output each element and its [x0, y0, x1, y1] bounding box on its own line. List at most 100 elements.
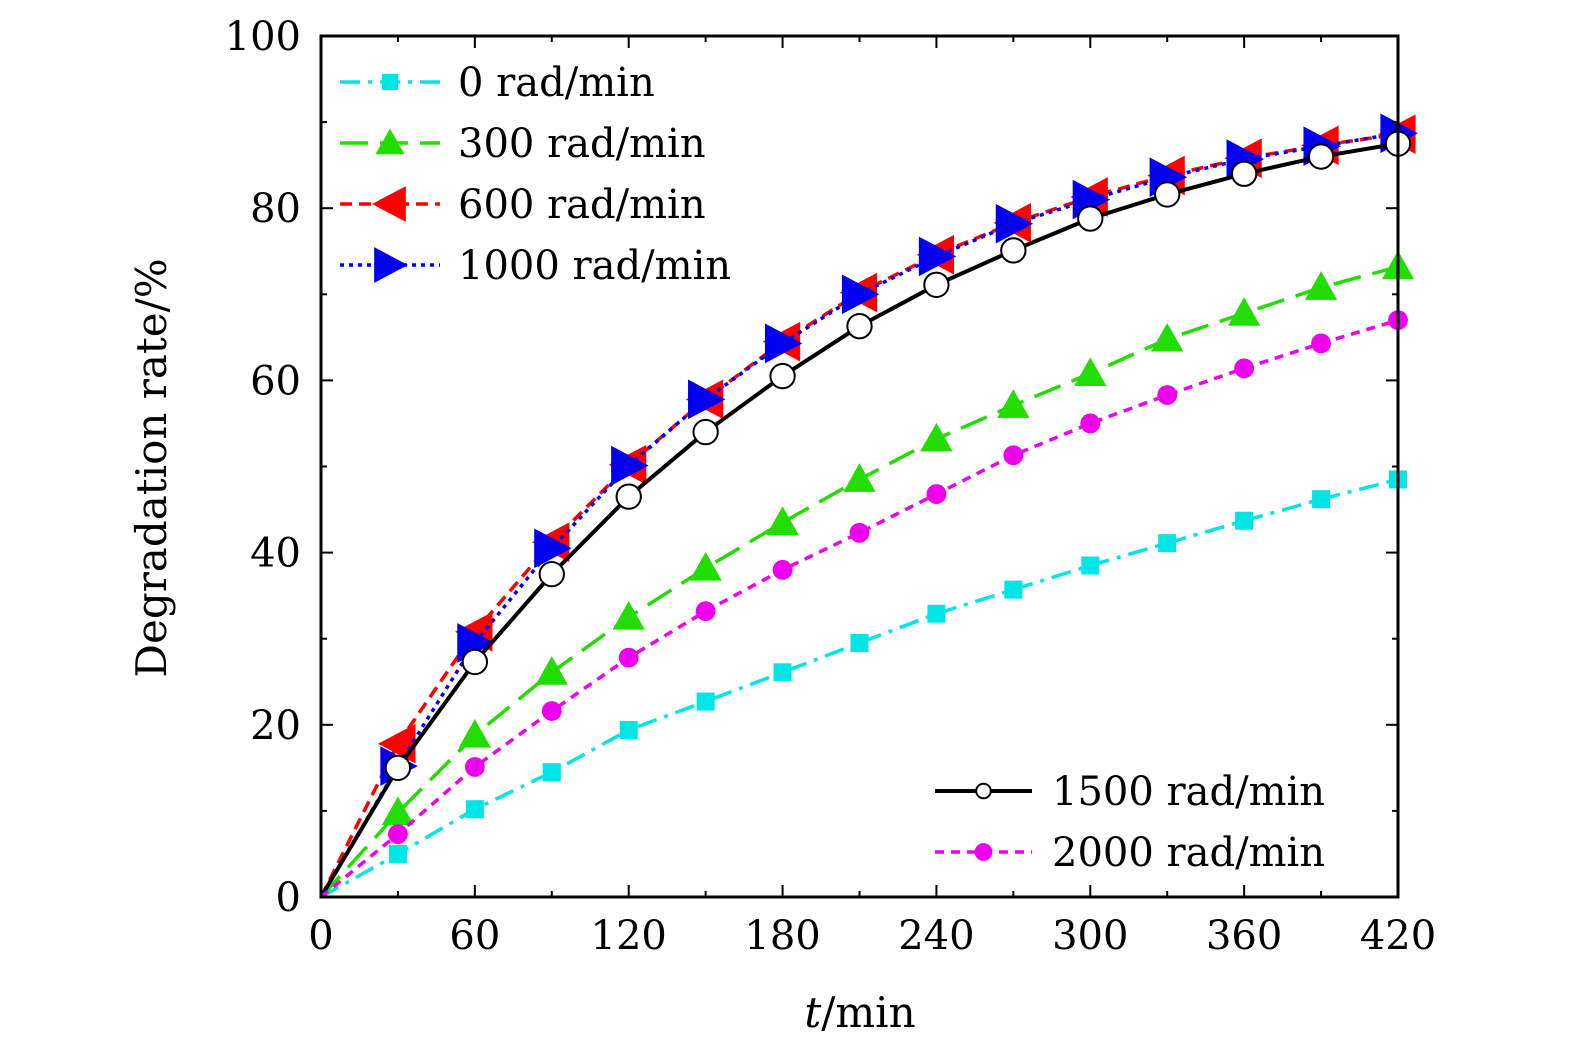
x-tick-label: 240	[898, 913, 974, 959]
svg-text:t/min: t/min	[804, 988, 915, 1037]
data-point	[1234, 358, 1255, 379]
data-point	[766, 506, 799, 535]
x-tick-label: 180	[744, 913, 820, 959]
data-point	[1000, 237, 1027, 264]
x-axis-title: t/min	[804, 988, 915, 1037]
legend-marker	[381, 73, 399, 91]
data-point	[538, 560, 565, 588]
legend-entry: 0 rad/min	[340, 60, 655, 106]
data-point	[695, 601, 716, 622]
y-tick-label: 80	[250, 186, 301, 232]
data-point	[535, 656, 568, 685]
data-point	[689, 551, 722, 581]
data-point	[465, 800, 484, 819]
data-point	[995, 203, 1034, 244]
series-line	[319, 318, 1399, 899]
data-point	[461, 648, 489, 676]
x-tick-label: 60	[449, 913, 500, 959]
y-tick-label: 20	[250, 703, 301, 749]
data-point	[696, 692, 715, 711]
data-point	[920, 422, 953, 452]
data-point	[769, 362, 796, 390]
x-tick-label: 0	[308, 913, 333, 959]
legend-label: 0 rad/min	[458, 60, 655, 106]
x-axis-variable: t	[804, 988, 821, 1037]
series-4	[319, 130, 1412, 899]
legend-top-left: 0 rad/min 300 rad/min 600 rad/min 1000 rad/…	[340, 60, 731, 289]
data-point	[926, 484, 947, 504]
data-point	[381, 796, 415, 826]
x-tick-label: 120	[591, 913, 667, 959]
x-axis-unit: /min	[821, 988, 915, 1037]
data-point	[1074, 357, 1107, 386]
data-point	[846, 312, 873, 340]
data-point	[764, 323, 803, 364]
data-point	[1235, 511, 1254, 530]
data-point	[541, 701, 562, 721]
data-point	[542, 763, 561, 782]
y-tick-label: 0	[276, 875, 301, 921]
legend-marker	[974, 843, 993, 861]
legend-entry: 600 rad/min	[340, 182, 706, 228]
legend-label: 2000 rad/min	[1052, 830, 1325, 876]
data-point	[1077, 205, 1104, 232]
legend-marker	[374, 247, 408, 283]
legend-marker	[372, 186, 406, 222]
data-point	[841, 274, 880, 315]
legend-bottom-right: 1500 rad/min 2000 rad/min	[935, 769, 1325, 876]
data-point	[1311, 333, 1331, 354]
data-point	[1157, 385, 1178, 405]
data-point	[1080, 413, 1101, 434]
data-point	[843, 463, 876, 492]
data-point	[1230, 160, 1258, 187]
x-tick-label: 300	[1052, 913, 1128, 959]
data-point	[918, 236, 957, 277]
data-point	[1004, 580, 1023, 599]
data-point	[1151, 322, 1184, 352]
data-point	[1154, 181, 1181, 208]
ticks-layer: 0 60 120 180 240 300 360 420 0 20 40 60 80 100	[225, 14, 1437, 959]
data-point	[1228, 297, 1261, 326]
series-layer	[319, 113, 1418, 899]
legend-label: 600 rad/min	[458, 182, 706, 228]
data-point	[773, 663, 792, 682]
data-point	[612, 601, 645, 630]
data-point	[923, 271, 950, 298]
data-point	[1158, 534, 1177, 553]
x-tick-label: 420	[1360, 913, 1436, 959]
y-tick-label: 40	[250, 531, 301, 577]
data-point	[1304, 271, 1338, 300]
data-point	[1307, 143, 1335, 170]
data-point	[458, 719, 491, 748]
series-0	[320, 470, 1407, 899]
legend-entry: 300 rad/min	[340, 121, 706, 167]
series-5	[319, 310, 1408, 899]
legend-entry: 2000 rad/min	[935, 830, 1325, 876]
data-point	[850, 634, 869, 653]
data-point	[927, 604, 946, 623]
data-point	[615, 483, 642, 510]
data-point	[619, 720, 638, 739]
legend-label: 1500 rad/min	[1052, 769, 1325, 815]
data-point	[1312, 490, 1331, 509]
legend-entry: 1000 rad/min	[340, 243, 731, 289]
data-point	[388, 844, 407, 863]
y-tick-label: 100	[225, 14, 301, 60]
legend-marker	[375, 128, 405, 155]
legend-marker	[975, 782, 992, 800]
legend-entry: 1500 rad/min	[935, 769, 1325, 815]
legend-label: 1000 rad/min	[458, 243, 731, 289]
legend-label: 300 rad/min	[458, 121, 706, 167]
data-point	[849, 522, 870, 543]
data-point	[611, 445, 649, 486]
data-point	[688, 379, 726, 420]
data-point	[464, 757, 485, 777]
y-tick-label: 60	[250, 358, 301, 404]
data-point	[384, 754, 412, 782]
data-point	[1081, 556, 1100, 575]
x-tick-label: 360	[1206, 913, 1282, 959]
data-point	[772, 559, 793, 580]
series-line	[320, 477, 1399, 899]
data-point	[692, 418, 719, 446]
